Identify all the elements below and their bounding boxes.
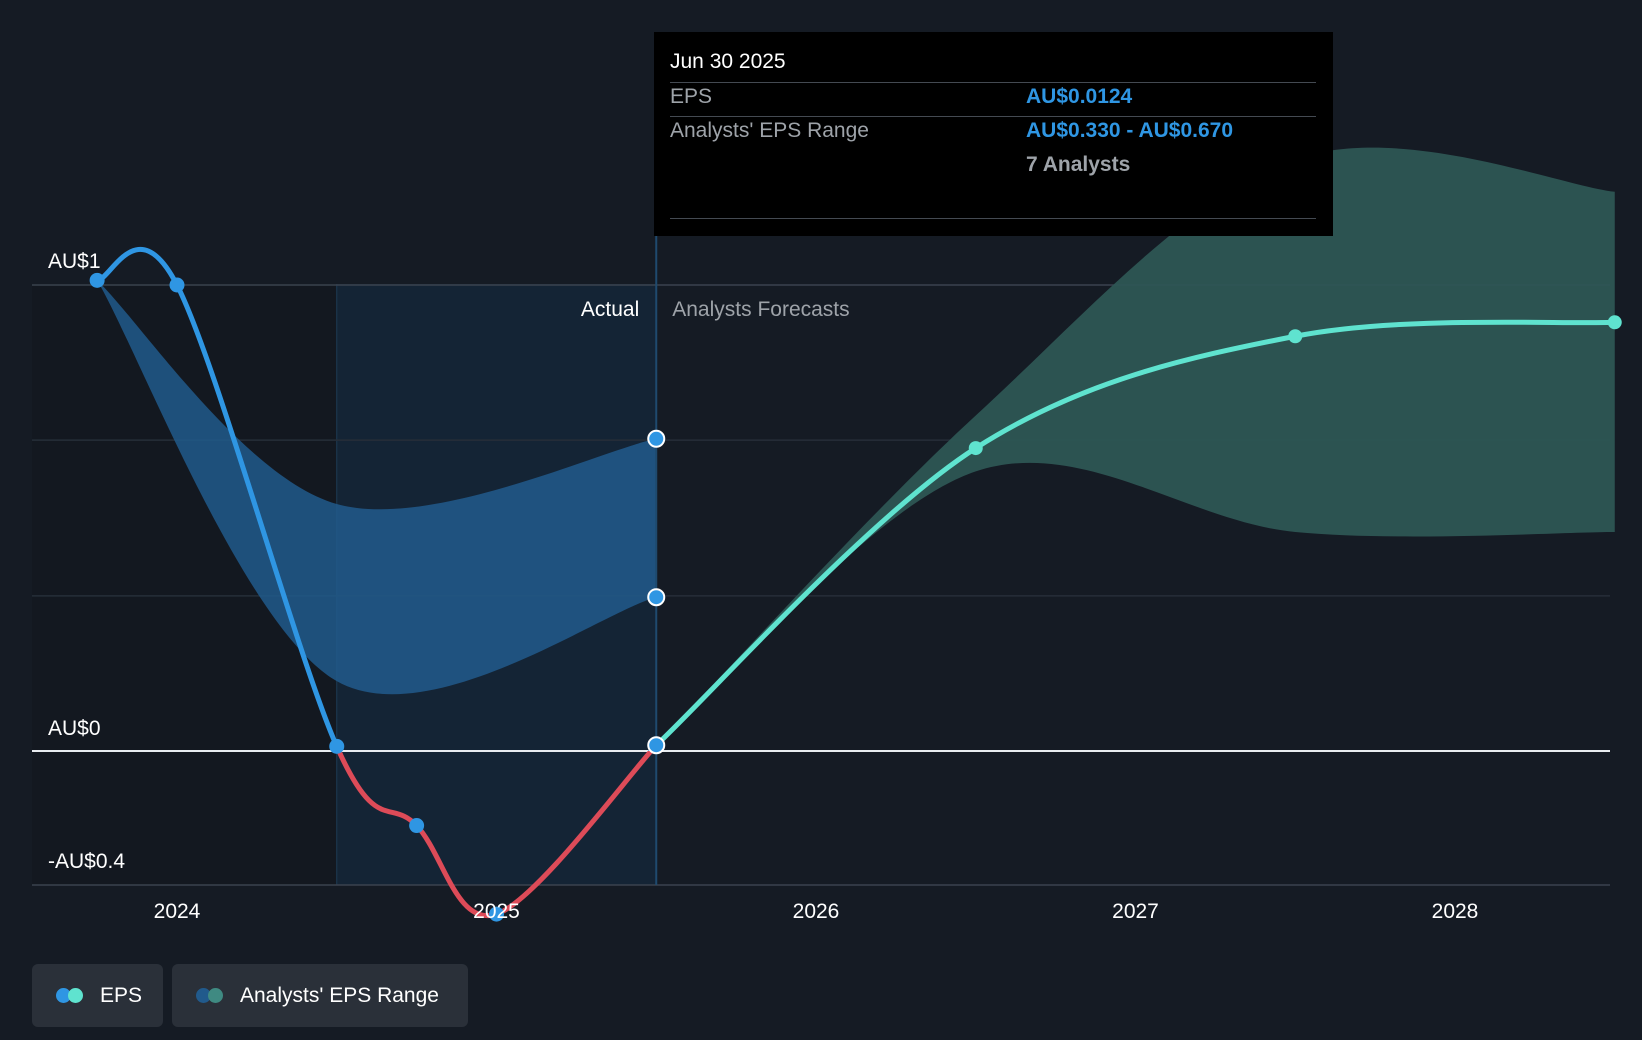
actual-label: Actual [581,298,639,321]
x-tick-label: 2026 [793,900,840,923]
eps-negative-line [336,751,655,919]
range-legend-icon [196,988,226,1003]
tooltip-date: Jun 30 2025 [670,50,786,73]
eps-forecast-point [1607,315,1622,330]
eps-actual-point [409,818,425,834]
tooltip-divider [670,116,1316,117]
eps-actual-point [647,736,666,755]
legend-eps-button[interactable]: EPS [32,964,163,1027]
eps-forecast-point [1288,329,1303,344]
tooltip-range-label: Analysts' EPS Range [670,119,869,142]
y-tick-label: AU$1 [48,250,101,273]
legend-range-button[interactable]: Analysts' EPS Range [172,964,468,1027]
tooltip-eps-label: EPS [670,85,713,108]
range-low-point [647,588,666,607]
y-tick-label: AU$0 [48,717,101,740]
tooltip-analysts-count: 7 Analysts [1026,153,1131,176]
eps-forecast-line [653,319,1618,748]
x-tick-label: 2028 [1432,900,1479,923]
tooltip-divider [670,218,1316,219]
eps-legend-icon [56,988,86,1003]
forecast-label: Analysts Forecasts [672,298,849,321]
eps-forecast-point [968,441,983,456]
x-tick-label: 2027 [1112,900,1159,923]
forecast-range-band [656,147,1615,746]
x-tick-label: 2024 [154,900,201,923]
range-high-point [647,429,666,448]
eps-actual-point [489,906,504,922]
tooltip: Jun 30 2025 EPS AU$0.0124 Analysts' EPS … [654,32,1333,236]
y-tick-label: -AU$0.4 [48,850,125,873]
tooltip-eps-value: AU$0.0124 [1026,85,1133,108]
x-tick-label: 2025 [473,900,520,923]
eps-actual-point [329,738,345,754]
eps-actual-point [169,277,185,293]
legend-eps-label: EPS [100,983,143,1007]
tooltip-range-value: AU$0.330 - AU$0.670 [1026,119,1234,142]
tooltip-divider [670,82,1316,83]
legend-range-label: Analysts' EPS Range [240,983,439,1007]
actual-range-band [97,280,657,695]
eps-actual-point [89,272,105,288]
